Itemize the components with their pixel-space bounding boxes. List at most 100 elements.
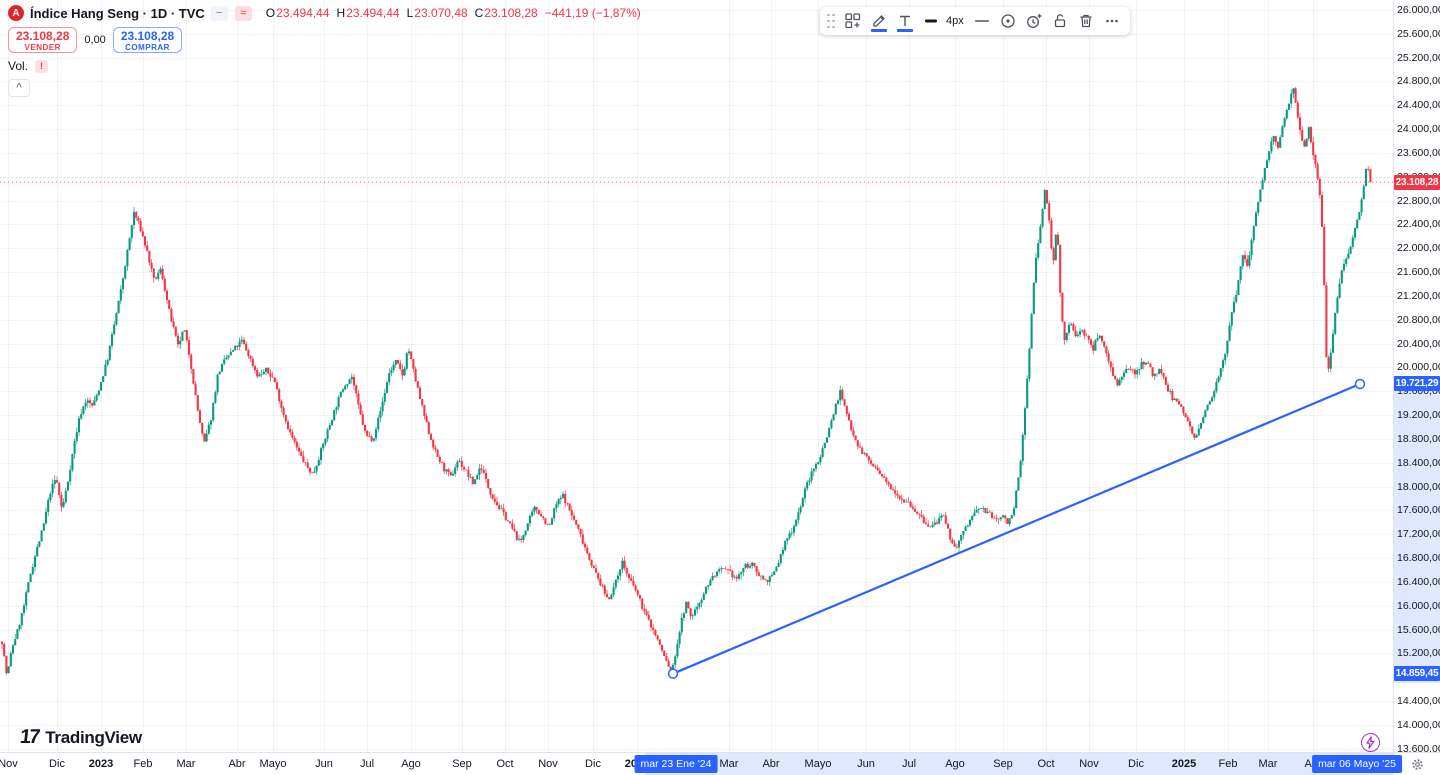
buy-button[interactable]: 23.108,28 COMPRAR bbox=[112, 27, 183, 53]
price-tick: 20.000,00 bbox=[1397, 361, 1440, 374]
price-tick: 18.800,00 bbox=[1397, 432, 1440, 445]
low-value: 23.070,48 bbox=[414, 6, 468, 20]
time-tick: Jul bbox=[901, 758, 917, 770]
time-tick: Sep bbox=[993, 758, 1013, 770]
price-tick: 24.400,00 bbox=[1397, 99, 1440, 112]
volume-label: Vol. bbox=[8, 59, 29, 73]
price-marker-label: 23.108,28 bbox=[1394, 174, 1440, 190]
candlestick-chart[interactable] bbox=[0, 0, 1393, 752]
time-tick: Nov bbox=[0, 758, 18, 770]
toolbar-drag-handle[interactable] bbox=[826, 13, 836, 29]
text-color-icon[interactable] bbox=[893, 9, 917, 33]
grid bbox=[0, 0, 1393, 752]
candles-down bbox=[0, 87, 1372, 676]
price-tick: 18.000,00 bbox=[1397, 480, 1440, 493]
time-tick: Sep bbox=[452, 758, 472, 770]
sell-price: 23.108,28 bbox=[16, 29, 70, 43]
volume-warning-icon[interactable]: ! bbox=[35, 59, 49, 73]
lock-open-icon[interactable] bbox=[1048, 9, 1072, 33]
high-value: 23.494,44 bbox=[346, 6, 400, 20]
time-tick: Ago bbox=[401, 758, 421, 770]
price-tick: 14.400,00 bbox=[1397, 695, 1440, 708]
price-tick: 15.200,00 bbox=[1397, 647, 1440, 660]
time-tick: Abr bbox=[228, 758, 246, 770]
quick-trade-lightning-icon[interactable] bbox=[1361, 733, 1380, 752]
line-width-icon[interactable] bbox=[919, 9, 943, 33]
price-tick: 26.000,00 bbox=[1397, 3, 1440, 16]
time-tick: Dic bbox=[49, 758, 65, 770]
line-width-value: 4px bbox=[946, 15, 964, 27]
tradingview-logo-text: TradingView bbox=[45, 727, 142, 747]
price-tick: 18.400,00 bbox=[1397, 456, 1440, 469]
time-axis[interactable]: Nov Dic 2023 Feb Mar Abr Mayo Jun Jul Ago Sep Oct No… bbox=[0, 752, 1440, 775]
sell-button[interactable]: 23.108,28 VENDER bbox=[8, 27, 78, 53]
time-tick: Nov bbox=[1079, 758, 1099, 770]
time-tick: Dic bbox=[1128, 758, 1144, 770]
time-tick: Ago bbox=[945, 758, 965, 770]
candles-up bbox=[7, 88, 1368, 674]
symbol-title[interactable]: Índice Hang Seng · 1D · TVC bbox=[30, 5, 205, 21]
time-axis-selection-highlight bbox=[645, 753, 1393, 775]
circle-settings-icon[interactable] bbox=[996, 9, 1020, 33]
time-tick: Mar bbox=[1258, 758, 1278, 770]
time-marker-label: mar 06 Mayo '25 bbox=[1312, 755, 1402, 773]
price-axis[interactable]: 26.000,00 25.600,00 25.200,00 24.800,00 24.4… bbox=[1393, 0, 1440, 755]
price-tick: 17.200,00 bbox=[1397, 528, 1440, 541]
tradingview-logo-mark: 17 bbox=[18, 726, 40, 748]
chart-legend: A Índice Hang Seng · 1D · TVC − ≈ O23.49… bbox=[8, 4, 641, 97]
line-style-icon[interactable] bbox=[970, 9, 994, 33]
symbol-logo: A bbox=[8, 5, 24, 21]
price-tick: 21.600,00 bbox=[1397, 266, 1440, 279]
time-tick: Jun bbox=[315, 758, 333, 770]
price-marker-label: 14.859,45 bbox=[1394, 666, 1440, 682]
open-value: 23.494,44 bbox=[276, 6, 330, 20]
collapse-pane-button[interactable]: ^ bbox=[8, 79, 30, 97]
template-add-icon[interactable] bbox=[841, 9, 865, 33]
price-tick: 13.600,00 bbox=[1397, 742, 1440, 755]
text-color-bar bbox=[897, 29, 913, 32]
time-tick: Mayo bbox=[804, 758, 832, 770]
spread-value: 0,00 bbox=[84, 34, 106, 46]
price-tick: 22.000,00 bbox=[1397, 242, 1440, 255]
price-tick: 20.800,00 bbox=[1397, 313, 1440, 326]
more-options-icon[interactable] bbox=[1100, 9, 1124, 33]
alert-clock-add-icon[interactable] bbox=[1022, 9, 1046, 33]
time-tick: Mar bbox=[176, 758, 196, 770]
time-tick: Dic bbox=[585, 758, 601, 770]
price-tick: 22.400,00 bbox=[1397, 218, 1440, 231]
time-marker-label: mar 23 Ene '24 bbox=[634, 755, 718, 773]
sell-label: VENDER bbox=[24, 43, 61, 52]
time-tick: Oct bbox=[496, 758, 514, 770]
trash-icon[interactable] bbox=[1074, 9, 1098, 33]
close-value: 23.108,28 bbox=[484, 6, 538, 20]
hide-symbol-button[interactable]: − bbox=[210, 5, 228, 21]
open-label: O bbox=[265, 6, 276, 20]
price-axis-selection-highlight bbox=[1394, 375, 1440, 683]
price-tick: 25.200,00 bbox=[1397, 51, 1440, 64]
buy-label: COMPRAR bbox=[125, 43, 170, 52]
trendline bbox=[672, 382, 1361, 675]
time-tick-year: 2025 bbox=[1171, 758, 1197, 770]
price-tick: 15.600,00 bbox=[1397, 623, 1440, 636]
ohlc-values: O23.494,44 H23.494,44 L23.070,48 C23.108… bbox=[266, 6, 641, 20]
time-tick: Jul bbox=[359, 758, 375, 770]
price-tick: 25.600,00 bbox=[1397, 27, 1440, 40]
time-tick: Feb bbox=[1218, 758, 1238, 770]
price-tick: 17.600,00 bbox=[1397, 504, 1440, 517]
drawing-toolbar: 4px bbox=[820, 7, 1130, 35]
price-tick: 24.000,00 bbox=[1397, 123, 1440, 135]
time-tick: Abr bbox=[762, 758, 780, 770]
tradingview-logo[interactable]: 17 TradingView bbox=[18, 726, 142, 749]
symbol-options-button[interactable]: ≈ bbox=[234, 5, 252, 21]
buy-price: 23.108,28 bbox=[120, 29, 175, 43]
price-tick: 23.600,00 bbox=[1397, 146, 1440, 159]
pencil-color-icon[interactable] bbox=[867, 9, 891, 33]
price-tick: 24.800,00 bbox=[1397, 75, 1440, 88]
low-label: L bbox=[406, 6, 414, 20]
time-tick-year: 2023 bbox=[88, 758, 114, 770]
time-tick: Nov bbox=[538, 758, 558, 770]
price-tick: 19.200,00 bbox=[1397, 409, 1440, 422]
price-marker-label: 19.721,29 bbox=[1394, 376, 1440, 392]
price-tick: 21.200,00 bbox=[1397, 289, 1440, 302]
